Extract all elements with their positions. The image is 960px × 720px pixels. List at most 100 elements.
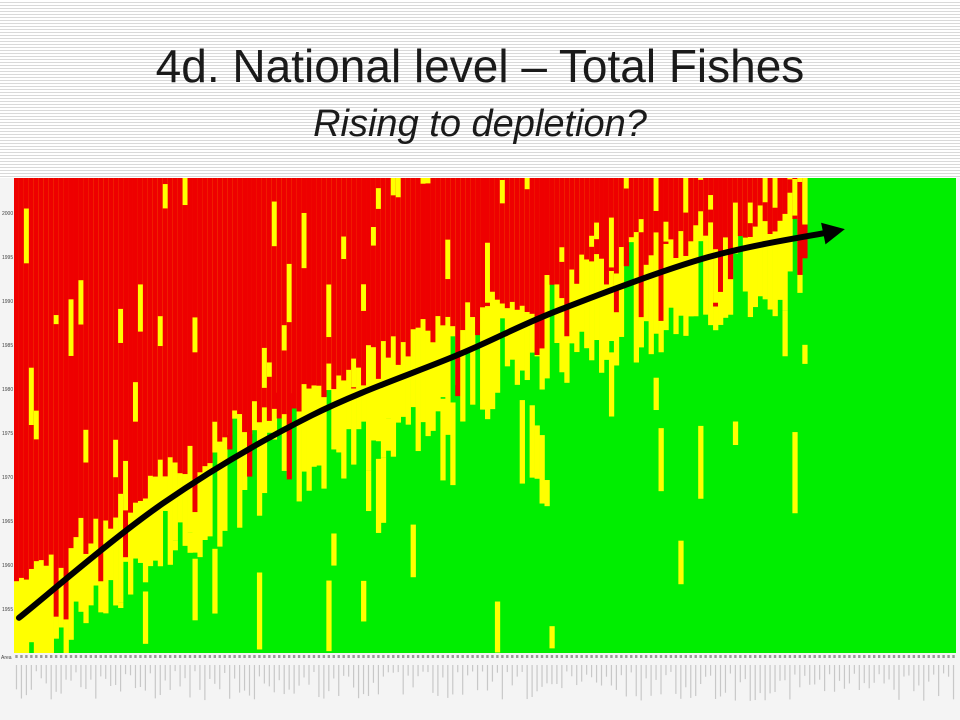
cell-transition — [375, 458, 382, 533]
cell-transition — [559, 247, 565, 262]
x-tick-mark — [630, 655, 633, 658]
x-tick-mark — [164, 655, 167, 658]
x-tick-mark — [258, 655, 261, 658]
cell-depleted — [435, 178, 441, 317]
x-tick-mark — [773, 655, 777, 658]
x-tick-mark — [25, 655, 28, 658]
y-axis: 1955 1960 1965 1970 1975 1980 1985 1990 1995 2000… — [0, 178, 14, 663]
cell-depleted — [281, 178, 287, 415]
cell-transition — [653, 377, 659, 411]
cell-transition — [797, 178, 803, 182]
cell-transition — [123, 460, 129, 511]
cell-transition — [78, 280, 84, 325]
cell-depleted — [197, 178, 203, 473]
cell-depleted — [341, 178, 347, 381]
x-tick-mark — [892, 655, 896, 658]
x-tick-mark — [84, 655, 88, 658]
x-tick-mark — [213, 655, 216, 658]
cell-transition — [608, 352, 615, 417]
cell-depleted — [251, 178, 258, 402]
cell-depleted — [455, 178, 461, 397]
cell-transition — [395, 178, 402, 198]
cell-transition — [331, 533, 337, 566]
cell-transition — [261, 347, 268, 388]
cell-depleted — [519, 178, 525, 306]
cell-transition — [787, 178, 793, 272]
y-tick-label: 1975 — [2, 431, 13, 437]
x-tick-mark — [382, 655, 385, 658]
cell-depleted — [465, 178, 471, 303]
x-tick-mark — [575, 655, 578, 658]
x-tick-mark — [486, 655, 489, 658]
x-tick-mark — [749, 655, 752, 658]
x-tick-mark — [545, 655, 549, 658]
trend-arrow-line — [15, 227, 841, 621]
x-tick-mark — [168, 655, 172, 658]
cell-transition — [425, 178, 431, 184]
x-tick-mark — [99, 655, 102, 658]
cell-transition — [366, 470, 372, 512]
cell-depleted — [777, 178, 783, 221]
x-tick-mark — [263, 655, 266, 658]
cell-depleted — [261, 178, 268, 408]
cell-transition — [708, 178, 714, 326]
cell-depleted — [276, 178, 283, 419]
cell-depleted — [316, 178, 322, 386]
x-tick-mark — [64, 655, 68, 658]
x-tick-mark — [273, 655, 276, 658]
slide-title: 4d. National level – Total Fishes — [155, 40, 805, 92]
cell-depleted — [256, 178, 263, 423]
x-tick-mark — [74, 655, 78, 658]
cell-depleted — [732, 178, 739, 203]
cell-depleted — [569, 178, 575, 270]
cell-depleted — [385, 178, 392, 358]
cell-depleted — [668, 178, 674, 240]
cell-depleted — [123, 178, 129, 558]
x-tick-mark — [868, 655, 871, 658]
corner-label: Area — [1, 655, 12, 661]
cell-depleted — [678, 178, 684, 232]
x-tick-mark — [35, 655, 38, 658]
x-tick-mark — [620, 655, 623, 658]
x-tick-mark — [208, 655, 212, 658]
cell-transition — [132, 382, 139, 422]
cell-depleted — [83, 178, 89, 554]
x-tick-mark — [466, 655, 469, 658]
cell-depleted — [504, 178, 511, 309]
x-axis-area-labels — [14, 653, 956, 720]
cell-depleted — [103, 178, 109, 521]
x-tick-mark — [590, 655, 593, 658]
x-tick-mark — [59, 655, 63, 658]
cell-depleted — [663, 178, 669, 244]
y-tick-label: 1985 — [2, 343, 13, 349]
x-tick-mark — [461, 655, 464, 658]
depletion-heatmap-chart: 1955 1960 1965 1970 1975 1980 1985 1990 1995 2000… — [0, 178, 956, 720]
cell-depleted — [63, 178, 69, 620]
cell-transition — [524, 178, 530, 190]
x-tick-mark — [476, 655, 479, 658]
x-tick-mark — [292, 655, 296, 658]
cell-transition — [539, 435, 545, 504]
cell-depleted — [78, 178, 84, 518]
cell-transition — [608, 217, 615, 268]
cell-transition — [698, 425, 704, 499]
x-tick-mark — [679, 655, 683, 658]
cell-depleted — [648, 178, 654, 256]
x-tick-mark — [783, 655, 787, 658]
cell-transition — [142, 591, 149, 644]
x-tick-mark — [788, 655, 792, 658]
cell-depleted — [147, 178, 154, 476]
x-tick-mark — [605, 655, 608, 658]
x-tick-mark — [699, 655, 702, 658]
cell-transition — [420, 178, 426, 184]
x-tick-mark — [173, 655, 177, 658]
cell-depleted — [271, 178, 278, 409]
x-tick-mark — [352, 655, 355, 658]
cell-depleted — [405, 178, 411, 357]
y-tick-label: 2000 — [2, 211, 13, 217]
cell-depleted — [539, 178, 545, 349]
x-tick-mark — [397, 655, 400, 658]
cell-depleted — [395, 178, 402, 365]
cell-depleted — [425, 178, 431, 331]
x-tick-mark — [768, 655, 772, 658]
